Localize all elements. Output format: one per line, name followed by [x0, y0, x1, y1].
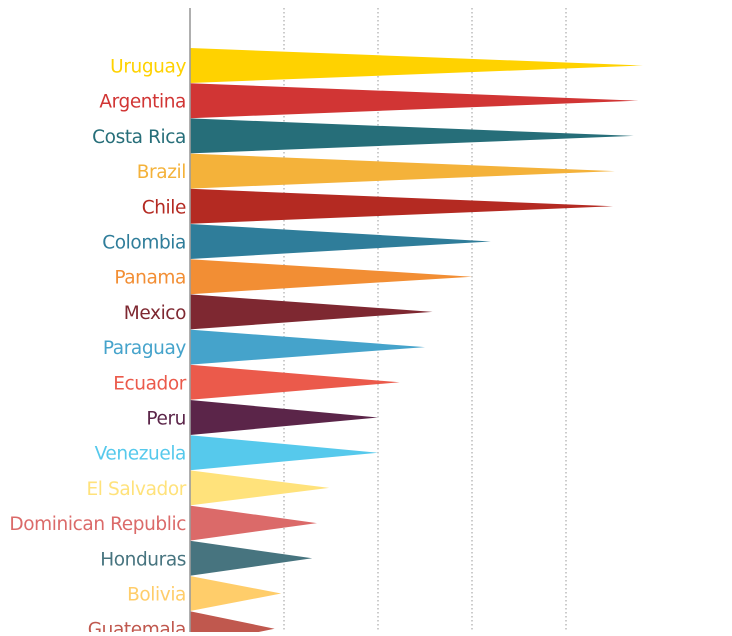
category-label: Honduras: [100, 549, 186, 570]
category-label: Guatemala: [88, 620, 186, 632]
bar-el-salvador: [190, 470, 330, 506]
category-label: Costa Rica: [92, 127, 186, 148]
category-label: Argentina: [99, 92, 186, 113]
category-label: Bolivia: [127, 585, 186, 606]
bar-honduras: [190, 540, 313, 576]
category-label: Uruguay: [110, 57, 186, 78]
category-label: Colombia: [102, 233, 186, 254]
bar-costa-rica: [190, 118, 634, 154]
category-label: Mexico: [124, 303, 186, 324]
bar-panama: [190, 259, 472, 295]
bar-brazil: [190, 153, 615, 189]
category-label: Brazil: [137, 162, 186, 183]
bar-ecuador: [190, 364, 400, 400]
category-label: Paraguay: [103, 338, 187, 359]
category-label: Dominican Republic: [9, 514, 186, 535]
bar-chile: [190, 188, 613, 224]
bar-venezuela: [190, 435, 378, 471]
bar-uruguay: [190, 48, 644, 83]
bar-argentina: [190, 83, 639, 119]
bar-bolivia: [190, 576, 282, 611]
bar-guatemala: [190, 611, 275, 636]
category-label: Ecuador: [113, 373, 187, 394]
bar-dominican-republic: [190, 505, 317, 541]
category-label: Venezuela: [95, 444, 186, 465]
bar-peru: [190, 400, 378, 435]
category-label: Chile: [142, 197, 186, 218]
category-label: El Salvador: [87, 479, 187, 500]
category-labels: Uruguay Argentina Costa Rica Brazil Chile Col…: [9, 57, 187, 636]
bars: [190, 48, 644, 636]
category-label: Peru: [146, 409, 186, 430]
bar-paraguay: [190, 329, 425, 365]
category-label: Panama: [114, 268, 186, 289]
bar-mexico: [190, 294, 433, 330]
bar-colombia: [190, 224, 491, 259]
